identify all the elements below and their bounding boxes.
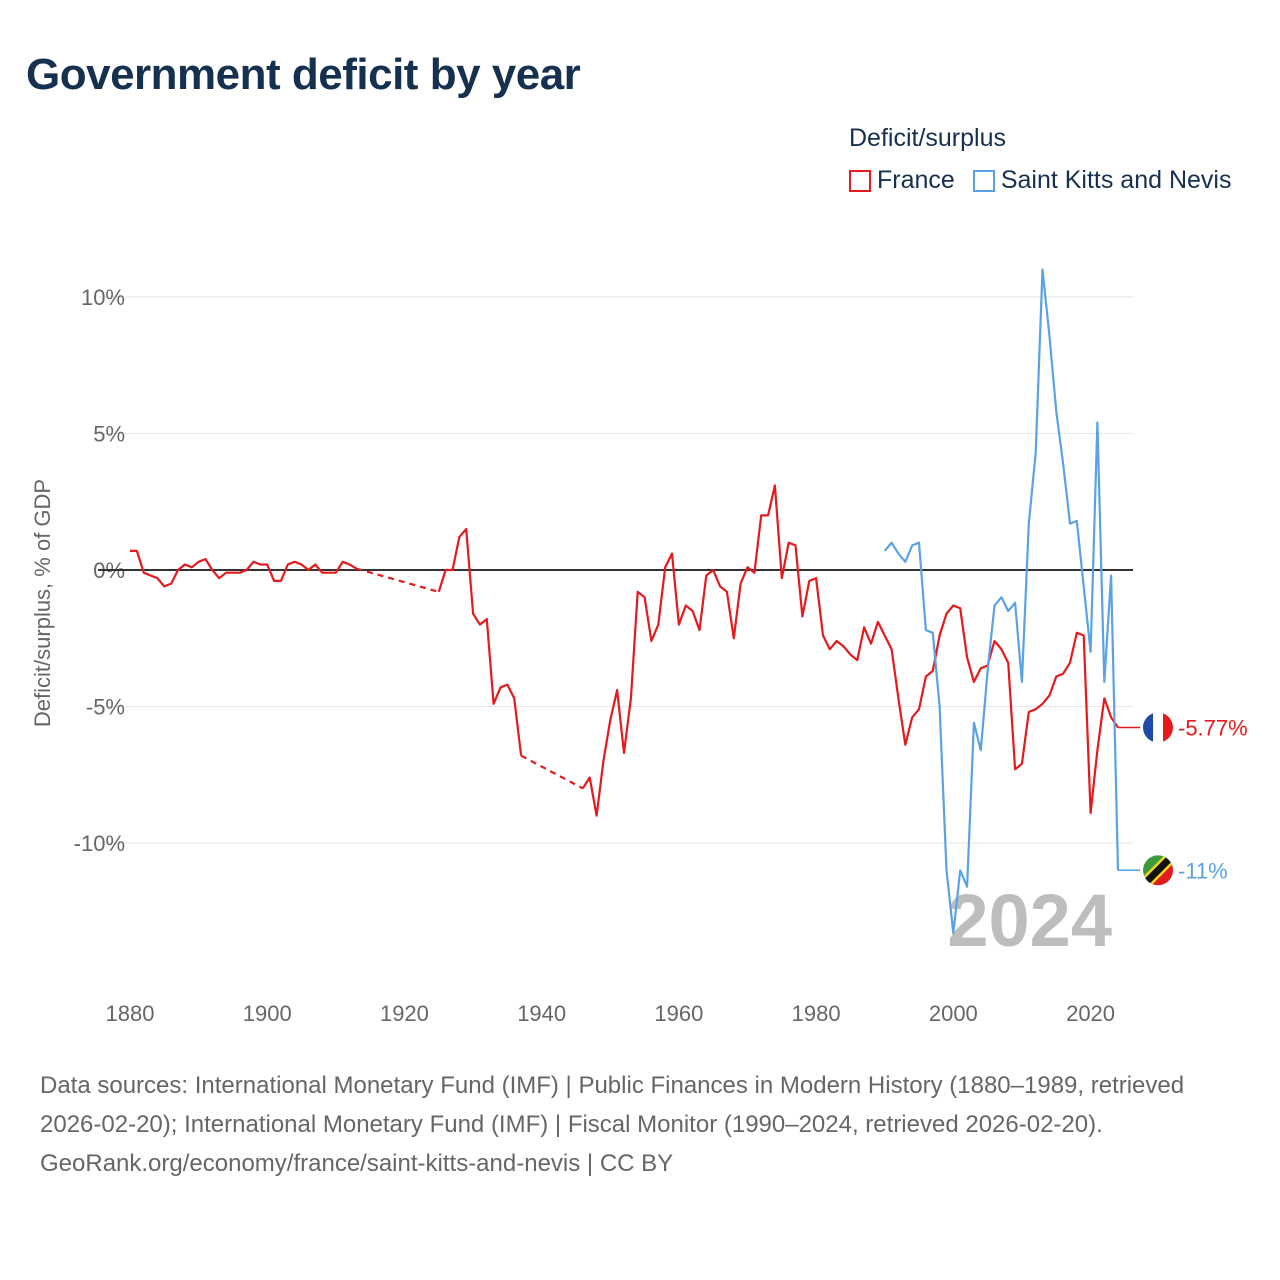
flag-france-icon bbox=[1163, 712, 1173, 743]
footer-attribution: GeoRank.org/economy/france/saint-kitts-a… bbox=[40, 1150, 674, 1177]
flag-france-icon bbox=[1153, 712, 1163, 743]
y-tick-label: -10% bbox=[74, 831, 125, 856]
chart-plot: 10%5%0%-5%-10%1880 1900 1920 1940 1960 1980 20… bbox=[30, 268, 1248, 1026]
legend-label-france: France bbox=[877, 166, 955, 194]
chart-title: Government deficit by year bbox=[26, 50, 581, 99]
y-tick-label: 10% bbox=[81, 285, 125, 310]
y-axis-label: Deficit/surplus, % of GDP bbox=[30, 479, 55, 727]
footer: Data sources: International Monetary Fun… bbox=[40, 1066, 1240, 1183]
series-line-france bbox=[130, 549, 357, 588]
x-tick-label: 1900 bbox=[243, 1001, 292, 1026]
x-tick-label: 1880 bbox=[106, 1001, 155, 1026]
end-label-france: -5.77% bbox=[1178, 716, 1248, 741]
legend-title: Deficit/surplus bbox=[849, 124, 1006, 152]
legend-item-saint-kitts-and-nevis[interactable]: Saint Kitts and Nevis bbox=[972, 166, 1232, 195]
series-line-saint-kitts-and-nevis bbox=[883, 268, 1120, 935]
legend-swatch-france bbox=[849, 169, 871, 192]
series-gap-france bbox=[520, 754, 584, 790]
end-label-saint-kitts-and-nevis: -11% bbox=[1178, 858, 1228, 883]
x-tick-label: 1940 bbox=[517, 1001, 566, 1026]
x-tick-label: 2000 bbox=[929, 1001, 978, 1026]
series-gap-france bbox=[356, 567, 440, 593]
y-tick-label: 5% bbox=[93, 422, 125, 447]
legend-label-saint-kitts-and-nevis: Saint Kitts and Nevis bbox=[1000, 166, 1232, 194]
x-tick-label: 1960 bbox=[654, 1001, 703, 1026]
x-tick-label: 1920 bbox=[380, 1001, 429, 1026]
x-tick-label: 2020 bbox=[1066, 1001, 1115, 1026]
legend: France Saint Kitts and Nevis bbox=[849, 166, 1231, 195]
year-watermark: 2024 bbox=[947, 879, 1112, 962]
y-tick-label: -5% bbox=[86, 695, 125, 720]
legend-swatch-saint-kitts-and-nevis bbox=[972, 169, 995, 192]
x-tick-label: 1980 bbox=[792, 1001, 841, 1026]
series-line-france bbox=[581, 484, 1119, 817]
series-line-france bbox=[437, 527, 523, 756]
flag-france-icon bbox=[1143, 712, 1153, 743]
legend-item-france[interactable]: France bbox=[849, 166, 955, 195]
footer-sources: Data sources: International Monetary Fun… bbox=[40, 1072, 1185, 1138]
